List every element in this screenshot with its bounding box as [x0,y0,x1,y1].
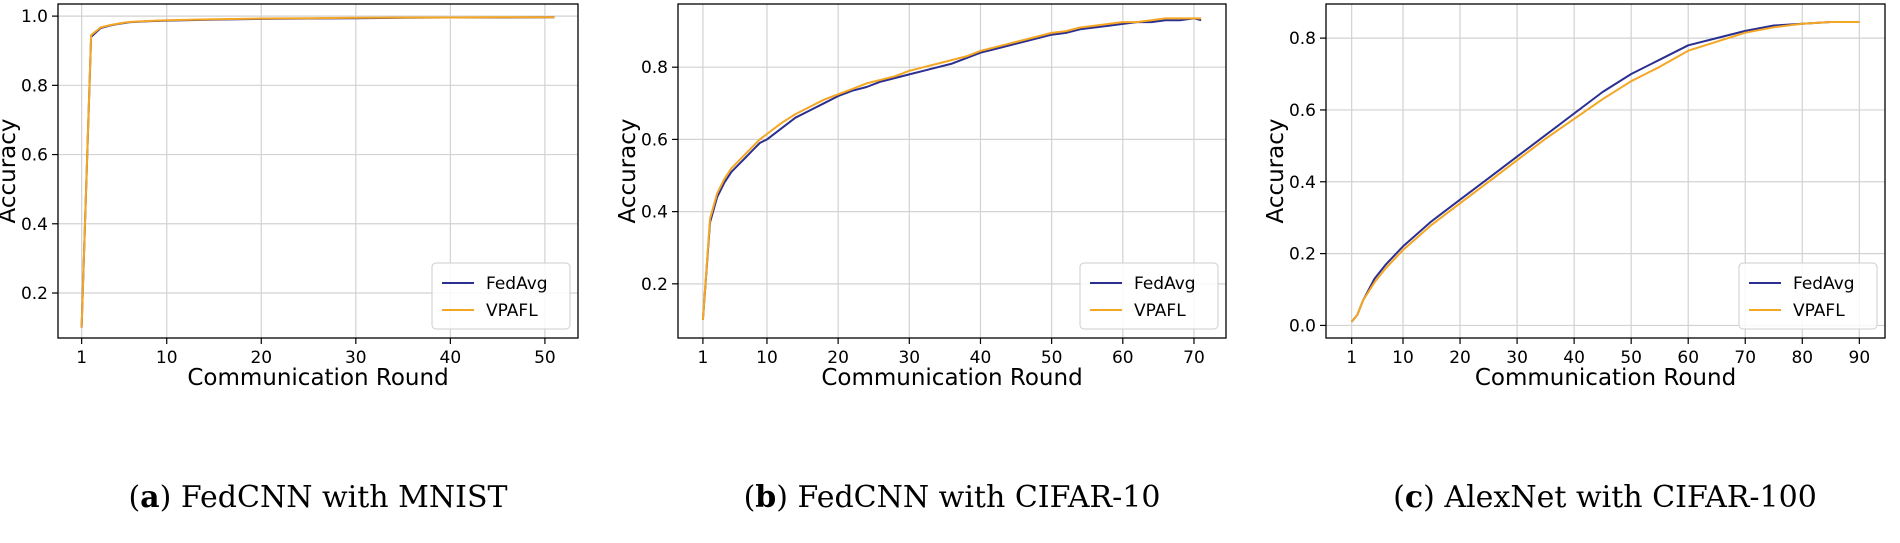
legend-label-fedavg: FedAvg [486,274,548,294]
plot-frame [677,3,1227,339]
caption-paren-close: ) [776,480,797,515]
x-tick-label: 30 [898,348,920,368]
legend-label-fedavg: FedAvg [1134,274,1196,294]
x-tick-label: 10 [1392,348,1414,368]
x-axis-label: Communication Round [1475,365,1736,391]
y-tick-label: 0.8 [641,58,668,78]
y-tick-label: 0.8 [21,76,48,96]
series-line-vpafl [80,16,555,328]
y-axis-label: Accuracy [615,118,641,223]
y-tick-label: 0.4 [641,203,668,223]
y-tick-label: 1.0 [21,7,48,27]
panel-b: 1 10 20 30 40 50 60 70 0.2 0.4 0.6 0.8 Communication… [615,3,1227,515]
caption-paren-open: ( [1393,480,1405,515]
caption-text: FedCNN with CIFAR-10 [798,480,1161,515]
legend-box [1738,262,1878,330]
y-tick-label: 0.6 [641,130,668,150]
x-axis-label: Communication Round [821,365,1082,391]
legend-box [1079,262,1219,330]
x-tick-label: 90 [1849,348,1871,368]
legend-label-vpafl: VPAFL [486,301,538,321]
x-tick-label: 60 [1112,348,1134,368]
y-tick-label: 0.2 [1289,245,1316,265]
legend-label-fedavg: FedAvg [1793,274,1855,294]
panel-a: 1 10 20 30 40 50 0.2 0.4 0.6 0.8 1.0 Communication … [0,3,579,515]
caption-paren-open: ( [744,480,756,515]
legend-box [431,262,571,330]
series-line-vpafl [1350,21,1860,323]
y-tick-label: 0.2 [21,284,48,304]
plot-frame [57,3,579,339]
y-tick-label: 0.4 [1289,173,1316,193]
x-tick-label: 10 [156,348,178,368]
y-axis-label: Accuracy [0,118,21,223]
x-tick-label: 50 [534,348,556,368]
x-tick-label: 70 [1734,348,1756,368]
caption-paren-open: ( [128,480,140,515]
caption-letter: c [1405,480,1423,515]
caption-letter: a [140,480,159,515]
caption-paren-close: ) [1423,480,1444,515]
y-tick-label: 0.6 [21,146,48,166]
x-tick-label: 10 [756,348,778,368]
x-tick-label: 30 [345,348,367,368]
panel-caption: (a) FedCNN with MNIST [128,480,507,515]
x-tick-label: 20 [827,348,849,368]
x-tick-label: 50 [1041,348,1063,368]
series-line-fedavg [701,17,1202,320]
panel-caption: (c) AlexNet with CIFAR-100 [1393,480,1817,515]
legend-label-vpafl: VPAFL [1134,301,1186,321]
caption-text: AlexNet with CIFAR-100 [1443,480,1816,515]
plot-frame [1325,3,1886,339]
y-tick-label: 0.4 [21,215,48,235]
y-axis-label: Accuracy [1263,118,1289,223]
legend: FedAvg VPAFL [431,262,571,330]
x-tick-label: 40 [440,348,462,368]
x-tick-label: 1 [76,348,87,368]
legend-label-vpafl: VPAFL [1793,301,1845,321]
x-tick-label: 60 [1677,348,1699,368]
caption-paren-close: ) [160,480,181,515]
series-line-vpafl [701,17,1202,320]
x-tick-label: 50 [1620,348,1642,368]
y-tick-label: 0.2 [641,275,668,295]
panel-c: 1 10 20 30 40 50 60 70 80 90 0.0 0.2 0.4 0.6 0.8 Commun… [1263,3,1886,515]
x-tick-label: 1 [1346,348,1357,368]
caption-text: FedCNN with MNIST [181,480,508,515]
x-tick-label: 40 [1563,348,1585,368]
x-tick-label: 20 [250,348,272,368]
x-tick-label: 40 [970,348,992,368]
x-tick-label: 70 [1183,348,1205,368]
x-axis-label: Communication Round [187,365,448,391]
caption-letter: b [755,480,776,515]
legend: FedAvg VPAFL [1079,262,1219,330]
series-line-fedavg [1350,21,1860,323]
y-tick-label: 0.6 [1289,101,1316,121]
legend: FedAvg VPAFL [1738,262,1878,330]
panel-caption: (b) FedCNN with CIFAR-10 [744,480,1161,515]
x-tick-label: 80 [1791,348,1813,368]
x-tick-label: 1 [697,348,708,368]
y-tick-label: 0.8 [1289,29,1316,49]
x-tick-label: 20 [1449,348,1471,368]
y-tick-label: 0.0 [1289,316,1316,336]
x-tick-label: 30 [1506,348,1528,368]
